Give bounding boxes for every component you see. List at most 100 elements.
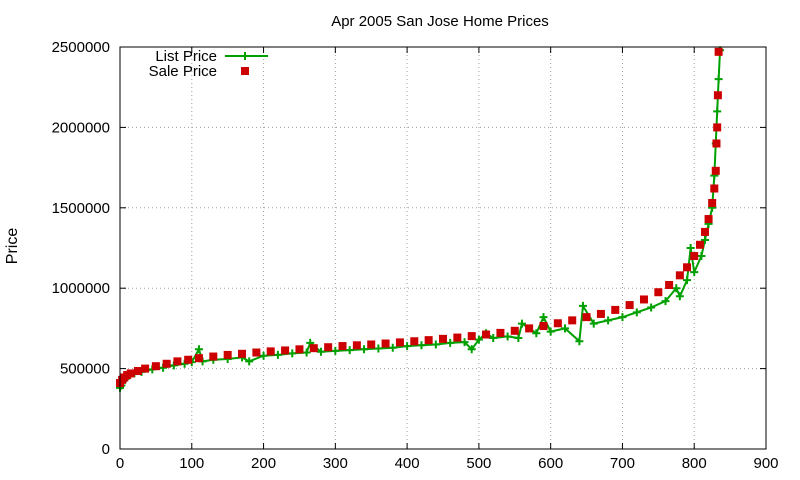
data-point-list-price xyxy=(431,340,440,349)
x-tick-label: 400 xyxy=(395,455,420,472)
data-point-sale-price xyxy=(184,355,193,364)
x-tick-label: 800 xyxy=(682,455,707,472)
data-point-list-price xyxy=(661,297,670,306)
chart-title: Apr 2005 San Jose Home Prices xyxy=(331,13,549,30)
data-point-list-price xyxy=(539,313,548,322)
data-point-sale-price xyxy=(453,333,462,342)
data-point-sale-price xyxy=(690,252,699,261)
data-point-sale-price xyxy=(266,347,275,356)
data-point-sale-price xyxy=(675,271,684,280)
data-point-sale-price xyxy=(713,123,722,132)
data-point-list-price xyxy=(273,350,282,359)
data-point-list-price xyxy=(489,334,498,343)
data-point-sale-price xyxy=(281,346,290,355)
data-point-list-price xyxy=(360,345,369,354)
data-point-list-price xyxy=(690,268,699,277)
data-point-list-price xyxy=(578,301,587,310)
data-point-list-price xyxy=(514,334,523,343)
data-point-list-price xyxy=(302,348,311,357)
x-tick-label: 700 xyxy=(610,455,635,472)
x-tick-label: 300 xyxy=(323,455,348,472)
y-axis-label: Price xyxy=(4,228,21,265)
data-point-sale-price xyxy=(525,324,534,333)
y-axis-ticks: 0 500000 1000000 1500000 2000000 2500000 xyxy=(52,39,766,458)
data-point-sale-price xyxy=(704,215,713,224)
data-point-sale-price xyxy=(223,350,232,359)
data-point-list-price xyxy=(697,252,706,261)
x-tick-label: 600 xyxy=(538,455,563,472)
data-point-list-price xyxy=(517,319,526,328)
data-point-list-price xyxy=(672,284,681,293)
data-point-sale-price xyxy=(381,339,390,348)
data-point-list-price xyxy=(403,342,412,351)
data-point-sale-price xyxy=(141,364,150,373)
data-point-sale-price xyxy=(309,344,318,353)
data-point-sale-price xyxy=(252,348,261,357)
data-point-sale-price xyxy=(711,166,720,175)
data-point-sale-price xyxy=(710,184,719,193)
data-point-sale-price xyxy=(295,345,304,354)
data-point-sale-price xyxy=(683,263,692,272)
data-point-list-price xyxy=(532,329,541,338)
data-point-sale-price xyxy=(173,357,182,366)
y-tick-label: 2500000 xyxy=(52,39,110,56)
data-point-list-price xyxy=(647,303,656,312)
y-tick-label: 1500000 xyxy=(52,200,110,217)
data-point-list-price xyxy=(467,345,476,354)
data-point-sale-price xyxy=(553,319,562,328)
data-point-sale-price xyxy=(654,288,663,297)
legend-marker-list-price xyxy=(241,52,249,60)
x-tick-label: 0 xyxy=(116,455,124,472)
data-point-list-price xyxy=(259,351,268,360)
data-point-sale-price xyxy=(496,328,505,337)
data-point-list-price xyxy=(604,316,613,325)
data-point-list-price xyxy=(589,319,598,328)
data-point-sale-price xyxy=(482,330,491,339)
y-tick-label: 2000000 xyxy=(52,119,110,136)
data-point-list-price xyxy=(245,357,254,366)
data-point-sale-price xyxy=(133,367,142,376)
data-point-list-price xyxy=(503,332,512,341)
data-point-sale-price xyxy=(424,336,433,345)
data-point-sale-price xyxy=(238,349,247,358)
data-point-list-price xyxy=(388,343,397,352)
data-point-sale-price xyxy=(582,313,591,322)
data-point-sale-price xyxy=(700,227,709,236)
series-sale-price xyxy=(116,47,723,388)
data-point-list-price xyxy=(546,327,555,336)
data-point-list-price xyxy=(632,308,641,317)
data-point-sale-price xyxy=(194,354,203,363)
y-tick-label: 0 xyxy=(102,441,110,458)
data-point-list-price xyxy=(194,345,203,354)
x-tick-label: 200 xyxy=(251,455,276,472)
x-tick-label: 500 xyxy=(466,455,491,472)
data-point-list-price xyxy=(288,349,297,358)
data-point-list-price xyxy=(460,338,469,347)
legend: List Price Sale Price xyxy=(149,48,268,80)
data-point-list-price xyxy=(683,276,692,285)
data-point-list-price xyxy=(713,107,722,116)
data-point-list-price xyxy=(561,324,570,333)
data-point-sale-price xyxy=(467,332,476,341)
data-point-list-price xyxy=(345,346,354,355)
data-point-list-price xyxy=(618,313,627,322)
data-point-sale-price xyxy=(714,47,723,56)
data-point-sale-price xyxy=(439,334,447,343)
data-point-list-price xyxy=(374,344,383,353)
legend-label-list-price: List Price xyxy=(155,48,217,65)
y-tick-label: 500000 xyxy=(60,361,110,378)
data-point-sale-price xyxy=(712,139,721,148)
data-point-list-price xyxy=(675,292,684,301)
data-point-sale-price xyxy=(665,280,674,289)
data-point-sale-price xyxy=(568,316,577,325)
data-point-list-price xyxy=(316,347,325,356)
data-point-list-price xyxy=(575,337,584,346)
data-point-sale-price xyxy=(126,369,135,378)
series-layer xyxy=(116,46,725,392)
y-tick-label: 1000000 xyxy=(52,280,110,297)
data-point-list-price xyxy=(331,346,340,355)
x-tick-label: 100 xyxy=(179,455,204,472)
x-axis-ticks: 0 100 200 300 400 500 600 700 800 900 xyxy=(116,47,779,472)
